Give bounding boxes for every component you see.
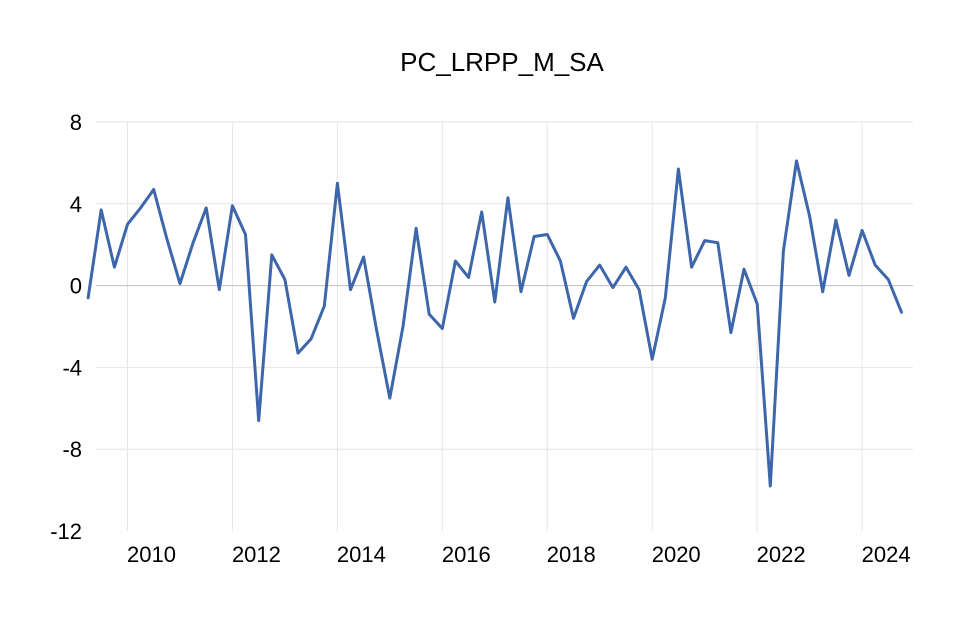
y-tick-label: -12: [50, 519, 82, 544]
x-tick-label: 2016: [442, 542, 491, 567]
x-tick-label: 2024: [862, 542, 911, 567]
x-tick-label: 2010: [127, 542, 176, 567]
x-axis-ticks: 2010 2012 2014 2016 2018 2020 2022 2024: [127, 542, 911, 567]
y-tick-label: -8: [62, 437, 82, 462]
y-axis-ticks: 8 4 0 -4 -8 -12: [50, 110, 82, 544]
gridlines: [96, 121, 913, 531]
x-tick-label: 2020: [652, 542, 701, 567]
y-tick-label: 8: [70, 110, 82, 135]
x-tick-label: 2014: [337, 542, 386, 567]
y-tick-label: 0: [70, 274, 82, 299]
series-line: [86, 159, 903, 488]
y-tick-label: 4: [70, 192, 82, 217]
x-tick-label: 2022: [757, 542, 806, 567]
chart-title: PC_LRPP_M_SA: [400, 47, 604, 77]
y-tick-label: -4: [62, 355, 82, 380]
series-layer: [86, 159, 903, 488]
x-tick-label: 2018: [547, 542, 596, 567]
x-tick-label: 2012: [232, 542, 281, 567]
